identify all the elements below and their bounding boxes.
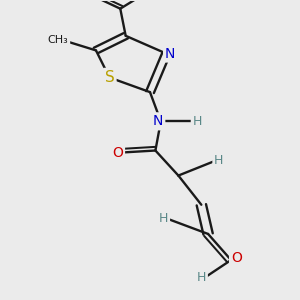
Text: H: H xyxy=(197,271,206,284)
Text: O: O xyxy=(112,146,123,160)
Text: N: N xyxy=(165,46,175,61)
Text: CH₃: CH₃ xyxy=(48,35,68,45)
Text: N: N xyxy=(153,114,163,128)
Text: O: O xyxy=(231,251,242,265)
Text: S: S xyxy=(105,70,114,85)
Text: H: H xyxy=(193,115,202,128)
Text: H: H xyxy=(159,212,168,225)
Text: H: H xyxy=(214,154,224,167)
